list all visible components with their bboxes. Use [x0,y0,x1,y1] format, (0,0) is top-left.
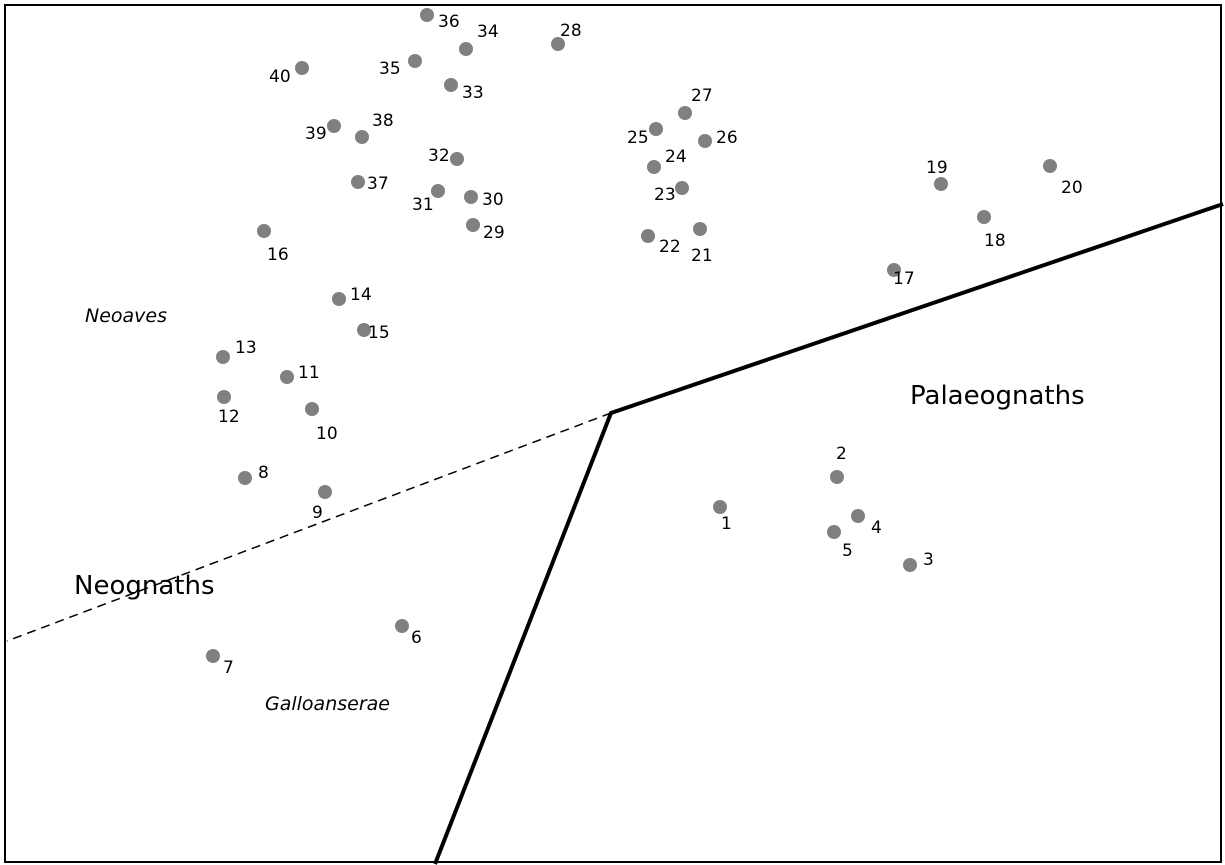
point-marker-2 [830,470,844,484]
data-points: 1234567891011121314151617181920212223242… [206,8,1083,678]
region-label-neognaths: Neognaths [74,571,215,601]
point-marker-29 [466,218,480,232]
point-marker-40 [295,61,309,75]
point-label-25: 25 [627,128,649,148]
point-label-8: 8 [258,463,269,483]
point-marker-20 [1043,159,1057,173]
point-marker-7 [206,649,220,663]
boundary-lines [6,202,1224,865]
point-label-23: 23 [654,185,676,205]
point-marker-25 [649,122,663,136]
point-label-32: 32 [428,146,450,166]
point-label-6: 6 [411,628,422,648]
point-marker-38 [355,130,369,144]
point-label-14: 14 [350,285,372,305]
point-label-7: 7 [223,658,234,678]
point-marker-22 [641,229,655,243]
point-marker-36 [420,8,434,22]
point-label-35: 35 [379,59,401,79]
point-marker-23 [675,181,689,195]
point-marker-31 [431,184,445,198]
point-marker-21 [693,222,707,236]
point-marker-5 [827,525,841,539]
region-label-neoaves: Neoaves [85,305,167,327]
region-labels: Palaeognaths Neognaths Neoaves Galloanse… [74,305,1085,715]
point-marker-12 [217,390,231,404]
point-label-13: 13 [235,338,257,358]
point-marker-3 [903,558,917,572]
point-label-2: 2 [836,444,847,464]
point-label-33: 33 [462,83,484,103]
point-label-24: 24 [665,147,687,167]
point-marker-1 [713,500,727,514]
point-marker-15 [357,323,371,337]
point-label-27: 27 [691,86,713,106]
point-label-9: 9 [312,503,323,523]
point-label-17: 17 [893,269,915,289]
point-label-5: 5 [842,541,853,561]
point-label-20: 20 [1061,178,1083,198]
point-label-4: 4 [871,518,882,538]
point-marker-4 [851,509,865,523]
point-label-18: 18 [984,231,1006,251]
point-marker-26 [698,134,712,148]
point-marker-18 [977,210,991,224]
point-marker-35 [408,54,422,68]
point-marker-13 [216,350,230,364]
point-label-19: 19 [926,158,948,178]
point-label-16: 16 [267,245,289,265]
diagram-frame [4,4,1222,863]
point-label-15: 15 [368,323,390,343]
point-label-30: 30 [482,190,504,210]
point-label-28: 28 [560,21,582,41]
point-marker-34 [459,42,473,56]
point-label-39: 39 [305,124,327,144]
point-label-29: 29 [483,223,505,243]
point-label-1: 1 [721,514,732,534]
point-marker-37 [351,175,365,189]
point-marker-32 [450,152,464,166]
point-label-34: 34 [477,22,499,42]
point-marker-9 [318,485,332,499]
point-label-11: 11 [298,363,320,383]
point-label-40: 40 [269,67,291,87]
point-marker-8 [238,471,252,485]
point-marker-6 [395,619,409,633]
point-label-38: 38 [372,111,394,131]
point-label-31: 31 [412,195,434,215]
point-marker-30 [464,190,478,204]
point-label-12: 12 [218,407,240,427]
point-label-36: 36 [438,12,460,32]
point-label-10: 10 [316,424,338,444]
point-marker-16 [257,224,271,238]
point-label-26: 26 [716,128,738,148]
neoaves-galloanserae-boundary [6,412,612,642]
point-label-22: 22 [659,237,681,257]
point-marker-28 [551,37,565,51]
region-label-palaeognaths: Palaeognaths [910,381,1085,411]
point-marker-11 [280,370,294,384]
point-marker-10 [305,402,319,416]
point-marker-14 [332,292,346,306]
point-label-37: 37 [367,174,389,194]
point-marker-24 [647,160,661,174]
point-label-3: 3 [923,550,934,570]
point-marker-33 [444,78,458,92]
point-marker-17 [887,263,901,277]
point-marker-27 [678,106,692,120]
point-label-21: 21 [691,246,713,266]
point-marker-19 [934,177,948,191]
point-marker-39 [327,119,341,133]
region-label-galloanserae: Galloanserae [265,693,390,715]
